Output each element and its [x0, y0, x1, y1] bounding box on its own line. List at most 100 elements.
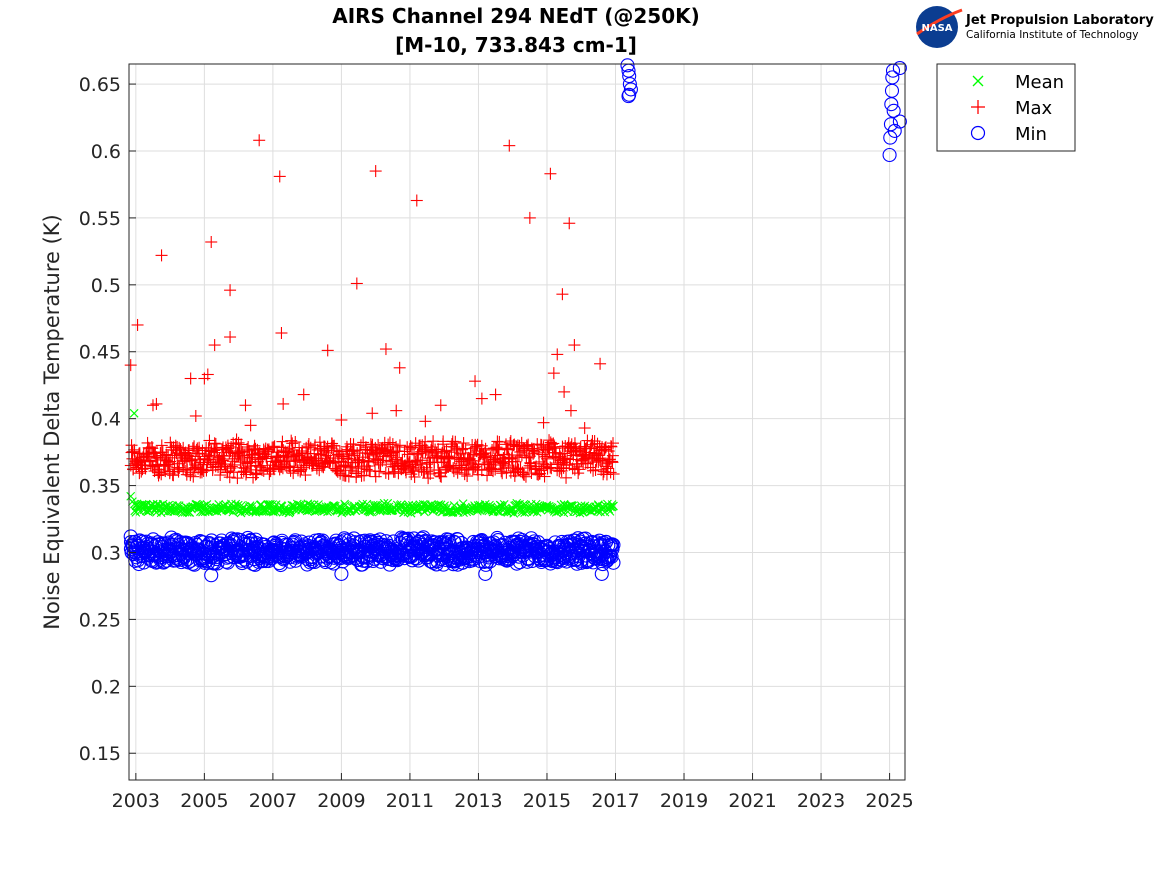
x-axis-ticks: 2003 2005 2007 2009 2011 2013 2015 2017 2019 2021…: [112, 773, 914, 812]
band-mean-marker: [396, 500, 406, 509]
max-point: [146, 459, 159, 472]
min-point: [882, 147, 897, 163]
band-max-marker: [449, 435, 462, 448]
mean-point: [474, 503, 483, 513]
max-point: [469, 375, 482, 388]
max-point: [558, 385, 571, 398]
y-tick-label: 0.55: [79, 208, 121, 230]
band-max-marker: [207, 444, 220, 457]
max-point: [556, 288, 569, 301]
y-tick-label: 0.5: [91, 275, 121, 297]
max-point: [592, 452, 605, 465]
logo-subtitle: California Institute of Technology: [966, 29, 1138, 41]
band-max-marker: [445, 446, 458, 459]
band-max-marker: [606, 449, 619, 462]
x-tick-label: 2017: [591, 790, 639, 812]
band-max-marker: [460, 464, 473, 477]
max-point: [568, 339, 581, 352]
mean-point: [439, 503, 449, 513]
band-max-marker: [283, 442, 296, 455]
band-max-marker: [578, 440, 591, 453]
band-max-marker: [329, 462, 342, 475]
band-max-marker: [171, 441, 184, 454]
min-point: [574, 538, 589, 553]
band-max-marker: [385, 447, 398, 460]
max-point: [575, 450, 588, 463]
max-point: [544, 167, 557, 180]
legend-marker-max: [971, 100, 985, 114]
y-tick-label: 0.3: [91, 542, 121, 564]
band-max-marker: [342, 470, 355, 483]
band-max-marker: [544, 461, 557, 474]
mean-point: [131, 507, 141, 517]
band-max-marker: [379, 466, 392, 479]
min-point: [886, 103, 901, 118]
max-point: [224, 284, 237, 297]
max-point: [419, 415, 432, 428]
legend-box: [936, 63, 1076, 152]
band-max-marker: [209, 437, 222, 450]
max-point: [434, 399, 447, 412]
mean-point: [126, 491, 136, 501]
band-mean-marker: [606, 502, 615, 512]
band-max-marker: [164, 436, 177, 449]
mean-point: [559, 499, 569, 509]
band-max-marker: [509, 465, 522, 478]
band-mean-marker: [344, 504, 354, 514]
min-point: [892, 60, 907, 76]
max-point: [335, 455, 348, 468]
band-max-marker: [588, 435, 601, 448]
band-max-marker: [584, 461, 597, 474]
max-point: [284, 460, 297, 473]
x-tick-label: 2013: [454, 790, 502, 812]
band-max-marker: [331, 465, 344, 478]
nasa-badge-text: NASA: [921, 23, 952, 34]
band-max-marker: [152, 469, 165, 482]
max-point: [198, 452, 211, 465]
band-max-marker: [256, 464, 269, 477]
band-max-marker: [324, 454, 337, 467]
max-point: [386, 458, 399, 471]
min-point: [334, 566, 349, 581]
band-max-marker: [475, 464, 488, 477]
mean-point: [182, 507, 192, 517]
band-max-marker: [230, 433, 243, 446]
mean-point: [251, 507, 261, 517]
mean-point: [128, 497, 137, 507]
band-max-marker: [555, 464, 568, 477]
min-point: [883, 117, 899, 132]
x-tick-label: 2003: [112, 790, 160, 812]
band-max-marker: [380, 454, 393, 467]
band-max-marker: [202, 442, 215, 455]
band-max-marker: [508, 469, 521, 482]
legend-label-max: Max: [1015, 98, 1053, 119]
band-max-marker: [350, 471, 363, 484]
min-point: [892, 114, 907, 129]
band-max-marker: [273, 463, 286, 476]
max-point: [369, 165, 382, 178]
max-point: [421, 458, 434, 471]
max-point: [489, 388, 502, 401]
legend-marker-min: [970, 125, 986, 141]
max-point: [350, 277, 363, 290]
band-max-marker: [282, 460, 295, 473]
min-point: [471, 541, 486, 556]
max-point: [277, 397, 290, 410]
band-max-marker: [497, 457, 510, 470]
max-point: [403, 455, 416, 468]
x-tick-label: 2007: [249, 790, 297, 812]
band-max-marker: [326, 457, 339, 470]
band-max-marker: [264, 465, 277, 478]
min-point: [334, 545, 349, 560]
band-max-marker: [481, 469, 494, 482]
band-max-marker: [491, 449, 504, 462]
band-max-marker: [533, 467, 546, 480]
band-max-marker: [405, 468, 418, 481]
min-point: [180, 542, 195, 557]
max-point: [366, 407, 379, 420]
x-tick-label: 2005: [180, 790, 228, 812]
band-max-marker: [543, 444, 556, 457]
band-max-marker: [517, 468, 530, 481]
mean-point: [354, 505, 363, 515]
band-max-marker: [408, 470, 421, 483]
